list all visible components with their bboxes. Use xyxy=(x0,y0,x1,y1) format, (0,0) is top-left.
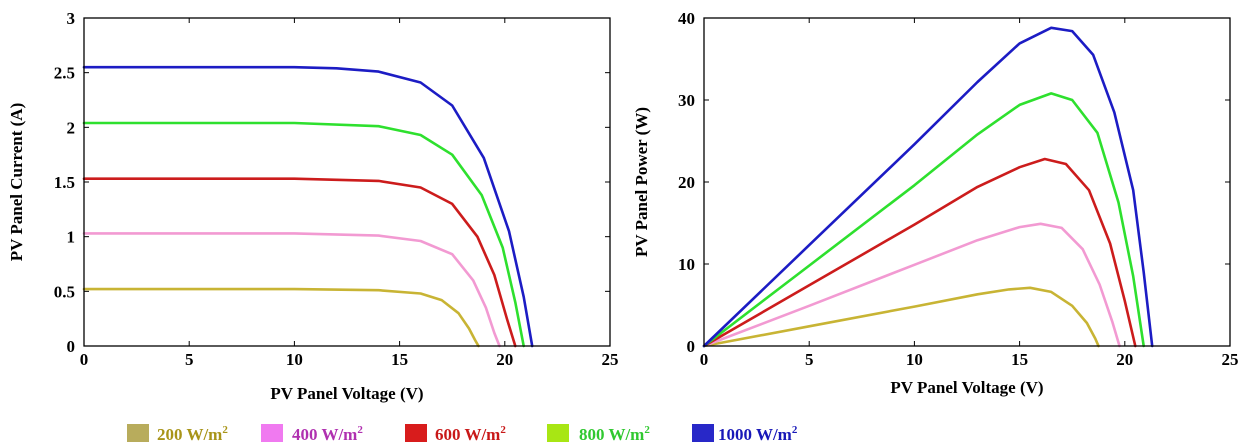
series-line-2 xyxy=(82,177,517,348)
y-tick-label: 2 xyxy=(67,118,76,137)
y-axis-label: PV Panel Current (A) xyxy=(7,103,26,262)
y-tick-label: 20 xyxy=(678,173,695,192)
y-tick-label: 0 xyxy=(67,337,76,356)
y-tick-label: 2.5 xyxy=(54,64,75,83)
legend-label-text: 200 W/m xyxy=(157,425,222,444)
x-tick-label: 5 xyxy=(185,350,194,369)
y-tick-label: 0 xyxy=(687,337,696,356)
x-axis-label: PV Panel Voltage (V) xyxy=(270,384,423,403)
legend-label-2: 600 W/m2 xyxy=(435,424,506,444)
x-tick-label: 15 xyxy=(1011,350,1028,369)
series-line-4 xyxy=(702,26,1154,348)
y-axis-label: PV Panel Power (W) xyxy=(632,107,651,257)
y-tick-label: 30 xyxy=(678,91,695,110)
series-line-1 xyxy=(702,222,1121,348)
legend-swatch-0 xyxy=(127,424,149,442)
series-line-2 xyxy=(702,157,1137,348)
series-line-0 xyxy=(702,286,1100,348)
legend-label-text: 1000 W/m xyxy=(718,425,792,444)
legend-label-text: 400 W/m xyxy=(292,425,357,444)
legend-swatch-4 xyxy=(692,424,714,442)
legend-swatch-2 xyxy=(405,424,427,442)
pv-chart: 0 5 10 15 20 25 0 10 20 30 40 PV Panel Voltage (V) P… xyxy=(632,9,1239,397)
x-tick-label: 10 xyxy=(906,350,923,369)
x-axis-label: PV Panel Voltage (V) xyxy=(890,378,1043,397)
x-tick-label: 20 xyxy=(1116,350,1133,369)
legend-label-sup: 2 xyxy=(500,424,506,436)
x-tick-label: 0 xyxy=(80,350,89,369)
series-line-1 xyxy=(82,232,501,348)
legend-label-sup: 2 xyxy=(357,424,363,436)
y-tick-label: 1.5 xyxy=(54,173,75,192)
legend-label-sup: 2 xyxy=(644,424,650,436)
x-tick-label: 5 xyxy=(805,350,814,369)
legend-label-sup: 2 xyxy=(792,424,798,436)
y-tick-label: 40 xyxy=(678,9,695,28)
legend-label-3: 800 W/m2 xyxy=(579,424,650,444)
series-line-3 xyxy=(82,121,526,348)
x-tick-label: 20 xyxy=(496,350,513,369)
legend-label-text: 800 W/m xyxy=(579,425,644,444)
series-line-3 xyxy=(702,92,1145,348)
x-tick-label: 25 xyxy=(602,350,619,369)
legend-label-sup: 2 xyxy=(222,424,228,436)
x-tick-label: 25 xyxy=(1222,350,1239,369)
y-tick-label: 1 xyxy=(67,228,76,247)
legend-swatch-1 xyxy=(261,424,283,442)
series-line-0 xyxy=(82,287,480,348)
legend-swatch-3 xyxy=(547,424,569,442)
series-line-4 xyxy=(82,65,534,348)
y-tick-label: 10 xyxy=(678,255,695,274)
legend: 200 W/m2 400 W/m2 600 W/m2 800 W/m2 1000 W/m… xyxy=(127,424,798,444)
legend-label-1: 400 W/m2 xyxy=(292,424,363,444)
iv-chart: 0 5 10 15 20 25 0 0.5 1 1.5 2 2.5 3 PV Panel Voltage … xyxy=(7,9,619,403)
legend-label-4: 1000 W/m2 xyxy=(718,424,798,444)
y-tick-label: 3 xyxy=(67,9,76,28)
legend-label-text: 600 W/m xyxy=(435,425,500,444)
y-tick-label: 0.5 xyxy=(54,282,75,301)
legend-label-0: 200 W/m2 xyxy=(157,424,228,444)
x-tick-label: 15 xyxy=(391,350,408,369)
x-tick-label: 10 xyxy=(286,350,303,369)
x-tick-label: 0 xyxy=(700,350,709,369)
